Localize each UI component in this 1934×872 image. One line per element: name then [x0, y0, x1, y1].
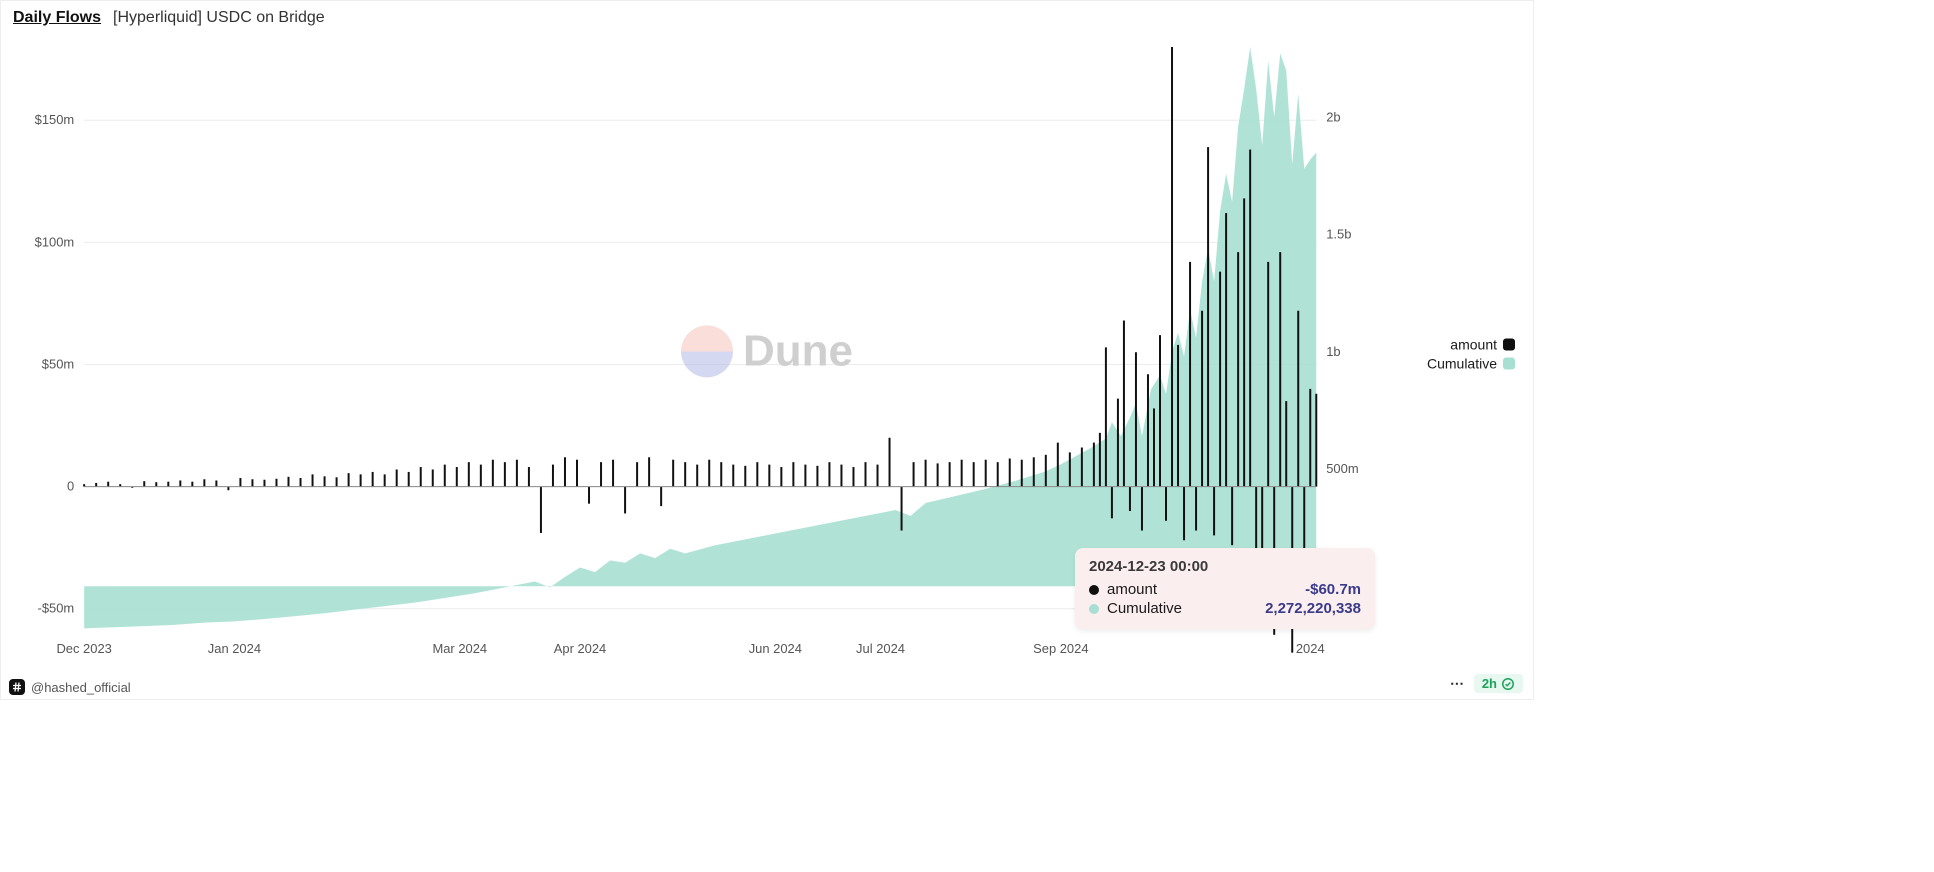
card-actions: ⋯ 2h	[1450, 674, 1523, 693]
svg-text:1.5b: 1.5b	[1326, 227, 1351, 242]
tooltip-row-amount: amount -$60.7m	[1089, 581, 1361, 598]
chart-tooltip: 2024-12-23 00:00 amount -$60.7m Cumulati…	[1075, 548, 1375, 629]
svg-text:2b: 2b	[1326, 109, 1340, 124]
tooltip-label: Cumulative	[1107, 600, 1182, 617]
chart-card: Daily Flows [Hyperliquid] USDC on Bridge…	[0, 0, 1534, 700]
svg-text:Mar 2024: Mar 2024	[432, 641, 487, 656]
svg-text:Sep 2024: Sep 2024	[1033, 641, 1088, 656]
attribution-handle: @hashed_official	[31, 680, 131, 695]
tooltip-label: amount	[1107, 581, 1157, 598]
svg-text:Jan 2024: Jan 2024	[208, 641, 261, 656]
tooltip-row-cumulative: Cumulative 2,272,220,338	[1089, 600, 1361, 617]
svg-text:0: 0	[67, 479, 74, 494]
svg-text:Apr 2024: Apr 2024	[554, 641, 607, 656]
svg-text:-$50m: -$50m	[38, 601, 75, 616]
chart-header: Daily Flows [Hyperliquid] USDC on Bridge	[1, 1, 1533, 27]
legend-item-amount[interactable]: amount	[1427, 337, 1515, 353]
legend-label: Cumulative	[1427, 356, 1497, 372]
hash-icon	[9, 679, 25, 695]
tooltip-value: -$60.7m	[1305, 581, 1361, 598]
legend-label: amount	[1450, 337, 1497, 353]
refresh-label: 2h	[1482, 676, 1497, 691]
svg-text:Jun 2024: Jun 2024	[749, 641, 802, 656]
chart-title-link[interactable]: Daily Flows	[13, 9, 101, 27]
chart-plot-area: Dune -$50m0$50m$100m$150m0500m1b1.5b2bDe…	[9, 37, 1525, 671]
refresh-badge[interactable]: 2h	[1474, 674, 1523, 693]
tooltip-dot-amount	[1089, 585, 1099, 595]
legend-swatch-amount	[1503, 339, 1515, 351]
svg-text:Jul 2024: Jul 2024	[856, 641, 905, 656]
check-circle-icon	[1501, 677, 1515, 691]
chart-legend: amount Cumulative	[1427, 334, 1515, 375]
more-menu-icon[interactable]: ⋯	[1450, 675, 1466, 692]
svg-text:Dec 2023: Dec 2023	[56, 641, 111, 656]
svg-text:$150m: $150m	[35, 112, 75, 127]
legend-swatch-cumulative	[1503, 358, 1515, 370]
attribution[interactable]: @hashed_official	[9, 679, 131, 695]
svg-text:$100m: $100m	[35, 234, 75, 249]
tooltip-value: 2,272,220,338	[1265, 600, 1361, 617]
svg-text:1b: 1b	[1326, 344, 1340, 359]
tooltip-date: 2024-12-23 00:00	[1089, 558, 1361, 575]
chart-subtitle: [Hyperliquid] USDC on Bridge	[113, 9, 325, 27]
svg-text:500m: 500m	[1326, 461, 1358, 476]
legend-item-cumulative[interactable]: Cumulative	[1427, 356, 1515, 372]
tooltip-dot-cumulative	[1089, 604, 1099, 614]
svg-text:$50m: $50m	[42, 356, 74, 371]
svg-text:2024: 2024	[1296, 641, 1325, 656]
